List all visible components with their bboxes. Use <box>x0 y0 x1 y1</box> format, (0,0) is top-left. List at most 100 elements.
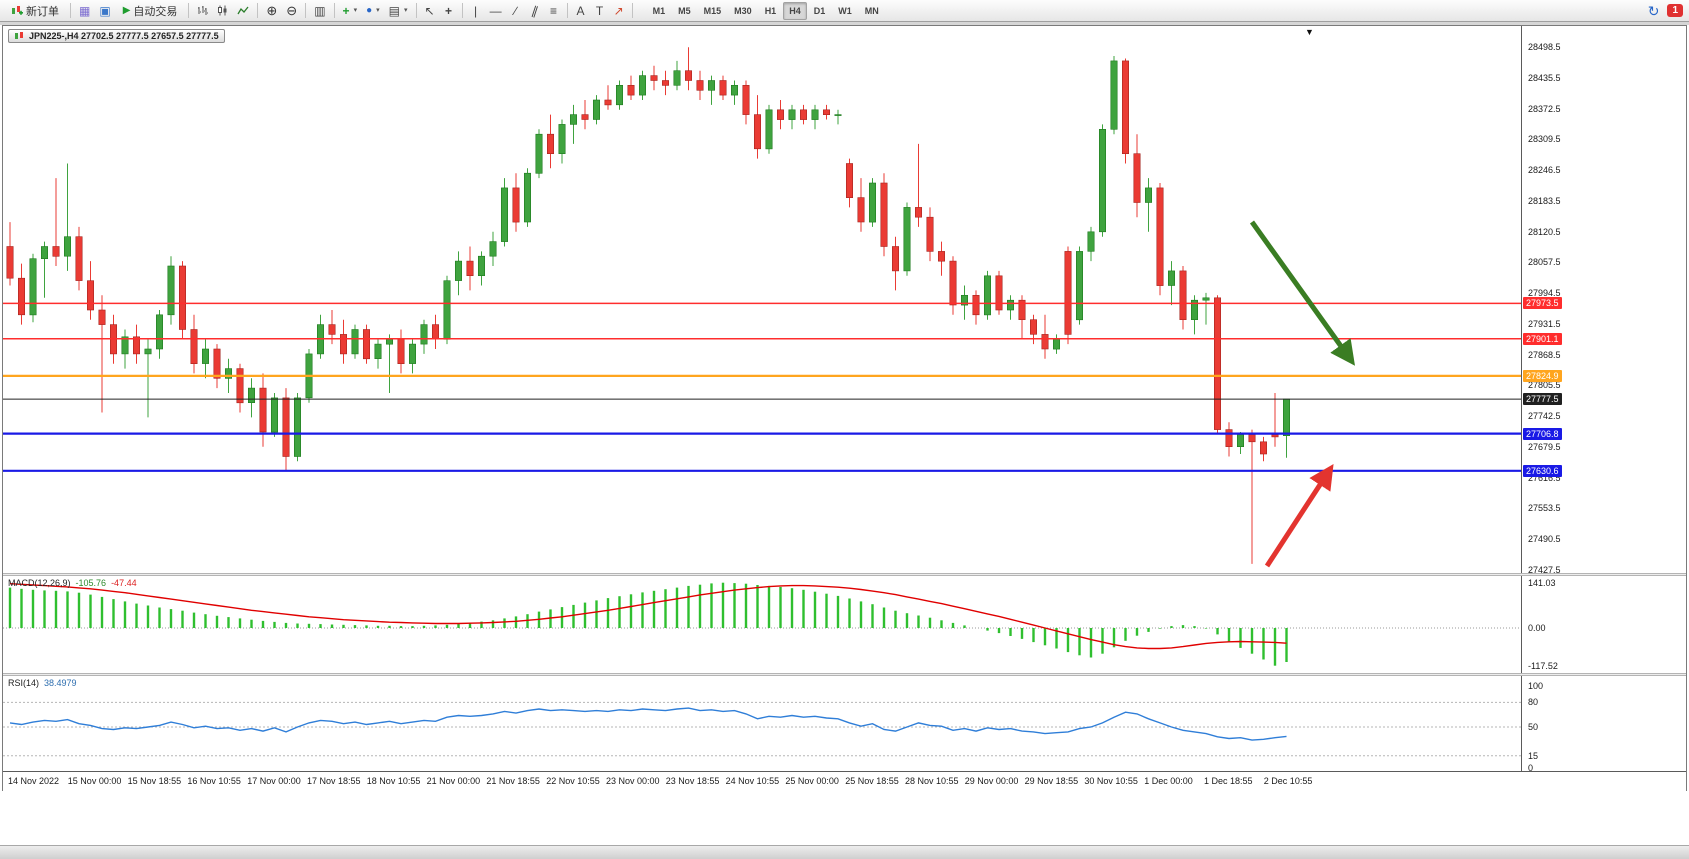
channel-tool-button[interactable]: ∥ <box>526 2 544 20</box>
rsi-axis[interactable]: 100 80 50 15 0 <box>1521 676 1686 773</box>
pane-splitter[interactable] <box>3 573 1686 576</box>
time-label: 1 Dec 18:55 <box>1204 776 1253 786</box>
cursor-icon: ↖ <box>424 3 435 18</box>
symbol-info-box[interactable]: JPN225-,H4 27702.5 27777.5 27657.5 27777… <box>8 29 225 43</box>
timeframe-m30[interactable]: M30 <box>734 5 752 16</box>
text-tool-button[interactable]: A <box>572 2 590 20</box>
timeframe-m1[interactable]: M1 <box>652 5 666 16</box>
candles <box>6 47 1291 564</box>
price-tick: 27553.5 <box>1528 503 1561 514</box>
candlestick-chart-icon <box>218 5 227 16</box>
timeframe-m15[interactable]: M15 <box>703 5 722 16</box>
template-button[interactable]: ▤ ▾ <box>385 2 412 20</box>
main-chart-pane[interactable]: JPN225-,H4 27702.5 27777.5 27657.5 27777… <box>3 26 1521 573</box>
refresh-icon: ↻ <box>1647 2 1660 19</box>
tile-windows-icon: ▥ <box>314 3 326 18</box>
time-label: 2 Dec 10:55 <box>1263 776 1313 786</box>
crosshair-icon: + <box>445 3 453 18</box>
arrows-icon: ↗ <box>613 3 624 18</box>
price-level-box-27630.6[interactable]: 27630.6 <box>1523 464 1562 477</box>
price-level-box-27824.9[interactable]: 27824.9 <box>1523 369 1562 382</box>
time-label: 15 Nov 00:00 <box>67 776 122 786</box>
data-window-button[interactable]: ▣ <box>95 2 114 20</box>
macd-histogram <box>8 582 1288 666</box>
price-axis[interactable]: 28498.5 28435.5 28372.5 28309.5 28246.5 28183… <box>1521 26 1686 575</box>
price-tick: 28120.5 <box>1528 226 1561 237</box>
tile-windows-button[interactable]: ▥ <box>310 2 329 20</box>
separator <box>631 3 633 18</box>
price-tick: 27931.5 <box>1528 318 1561 329</box>
cursor-tool-button[interactable]: ↖ <box>421 2 439 20</box>
symbol-chart-icon <box>15 32 23 39</box>
price-tick: 28435.5 <box>1528 72 1561 83</box>
price-tick: 28498.5 <box>1528 42 1561 52</box>
zoom-in-button[interactable]: ⊕ <box>262 2 281 20</box>
line-chart-button[interactable] <box>233 2 253 20</box>
rsi-label: RSI(14) 38.4979 <box>8 678 77 688</box>
macd-signal-line <box>9 583 1287 650</box>
timeframe-h4[interactable]: H4 <box>783 1 807 20</box>
macd-tick: 141.03 <box>1528 577 1556 588</box>
macd-axis[interactable]: 141.03 0.00 -117.52 <box>1521 576 1686 673</box>
notification-badge[interactable]: 1 <box>1667 4 1683 17</box>
sell-signal-arrow[interactable] <box>1249 220 1355 366</box>
separator <box>566 3 568 18</box>
rsi-tick: 100 <box>1528 681 1544 691</box>
new-order-label: 新订单 <box>26 5 59 18</box>
chart-shift-marker[interactable]: ▼ <box>1305 27 1314 37</box>
rsi-indicator[interactable] <box>3 676 1521 771</box>
price-tick: 27616.5 <box>1528 472 1561 483</box>
profiles-button[interactable]: ▦ <box>75 2 94 20</box>
auto-trading-button[interactable]: ▶ 自动交易 <box>116 2 185 20</box>
price-level-box-27777.5[interactable]: 27777.5 <box>1523 393 1562 406</box>
time-label: 28 Nov 10:55 <box>905 776 959 786</box>
auto-trading-label: 自动交易 <box>133 5 178 18</box>
arrows-tool-button[interactable]: ↗ <box>610 2 628 20</box>
refresh-button[interactable]: ↻ <box>1644 2 1664 20</box>
fibonacci-tool-button[interactable]: ≡ <box>545 2 563 20</box>
time-axis[interactable]: 14 Nov 2022 15 Nov 00:00 15 Nov 18:55 16 No… <box>3 771 1686 792</box>
add-indicator-button[interactable]: + ▾ <box>339 2 362 20</box>
price-chart[interactable] <box>3 26 1521 573</box>
timeframe-h1[interactable]: H1 <box>764 5 777 16</box>
zoom-out-button[interactable]: ⊖ <box>282 2 301 20</box>
time-label: 30 Nov 10:55 <box>1084 776 1138 786</box>
add-indicator-icon: + <box>342 3 350 18</box>
horizontal-line-tool-button[interactable]: — <box>486 2 506 20</box>
price-level-box-27901.1[interactable]: 27901.1 <box>1523 332 1562 345</box>
timeframe-mn[interactable]: MN <box>864 5 879 16</box>
rsi-tick: 15 <box>1528 750 1539 761</box>
macd-pane[interactable]: MACD(12,26,9) -105.76 -47.44 <box>3 576 1521 673</box>
price-tick: 27427.5 <box>1528 565 1561 575</box>
fibonacci-icon: ≡ <box>550 3 558 18</box>
pane-splitter[interactable] <box>3 673 1686 676</box>
price-tick: 27742.5 <box>1528 411 1561 422</box>
macd-label: MACD(12,26,9) -105.76 -47.44 <box>8 578 137 588</box>
clock-icon: ● <box>366 4 373 16</box>
price-level-box-27973.5[interactable]: 27973.5 <box>1523 297 1562 310</box>
macd-indicator[interactable] <box>3 576 1521 673</box>
rsi-pane[interactable]: RSI(14) 38.4979 <box>3 676 1521 771</box>
crosshair-tool-button[interactable]: + <box>440 2 458 20</box>
buy-signal-arrow[interactable] <box>1264 463 1334 568</box>
time-label: 25 Nov 18:55 <box>845 776 899 786</box>
candlestick-chart-button[interactable] <box>213 2 232 20</box>
text-label-tool-button[interactable]: T <box>591 2 609 20</box>
trendline-tool-button[interactable]: ∕ <box>507 2 525 20</box>
bar-chart-icon <box>198 6 209 15</box>
timeframe-w1[interactable]: W1 <box>838 5 852 16</box>
horizontal-line-icon: — <box>489 3 502 18</box>
time-label: 24 Nov 10:55 <box>725 776 780 786</box>
symbol-ohlc-label: JPN225-,H4 27702.5 27777.5 27657.5 27777… <box>29 31 219 41</box>
auto-trading-icon: ▶ <box>122 4 131 16</box>
timeframe-d1[interactable]: D1 <box>813 5 826 16</box>
channel-icon: ∥ <box>529 2 540 19</box>
period-button[interactable]: ● ▾ <box>362 2 384 20</box>
time-label: 15 Nov 18:55 <box>127 776 182 786</box>
price-level-box-27706.8[interactable]: 27706.8 <box>1523 427 1562 440</box>
timeframe-m5[interactable]: M5 <box>678 5 691 16</box>
new-order-button[interactable]: 新订单 <box>4 2 66 20</box>
bar-chart-button[interactable] <box>193 2 212 20</box>
vertical-line-tool-button[interactable]: | <box>467 2 485 20</box>
time-label: 16 Nov 10:55 <box>187 776 241 786</box>
